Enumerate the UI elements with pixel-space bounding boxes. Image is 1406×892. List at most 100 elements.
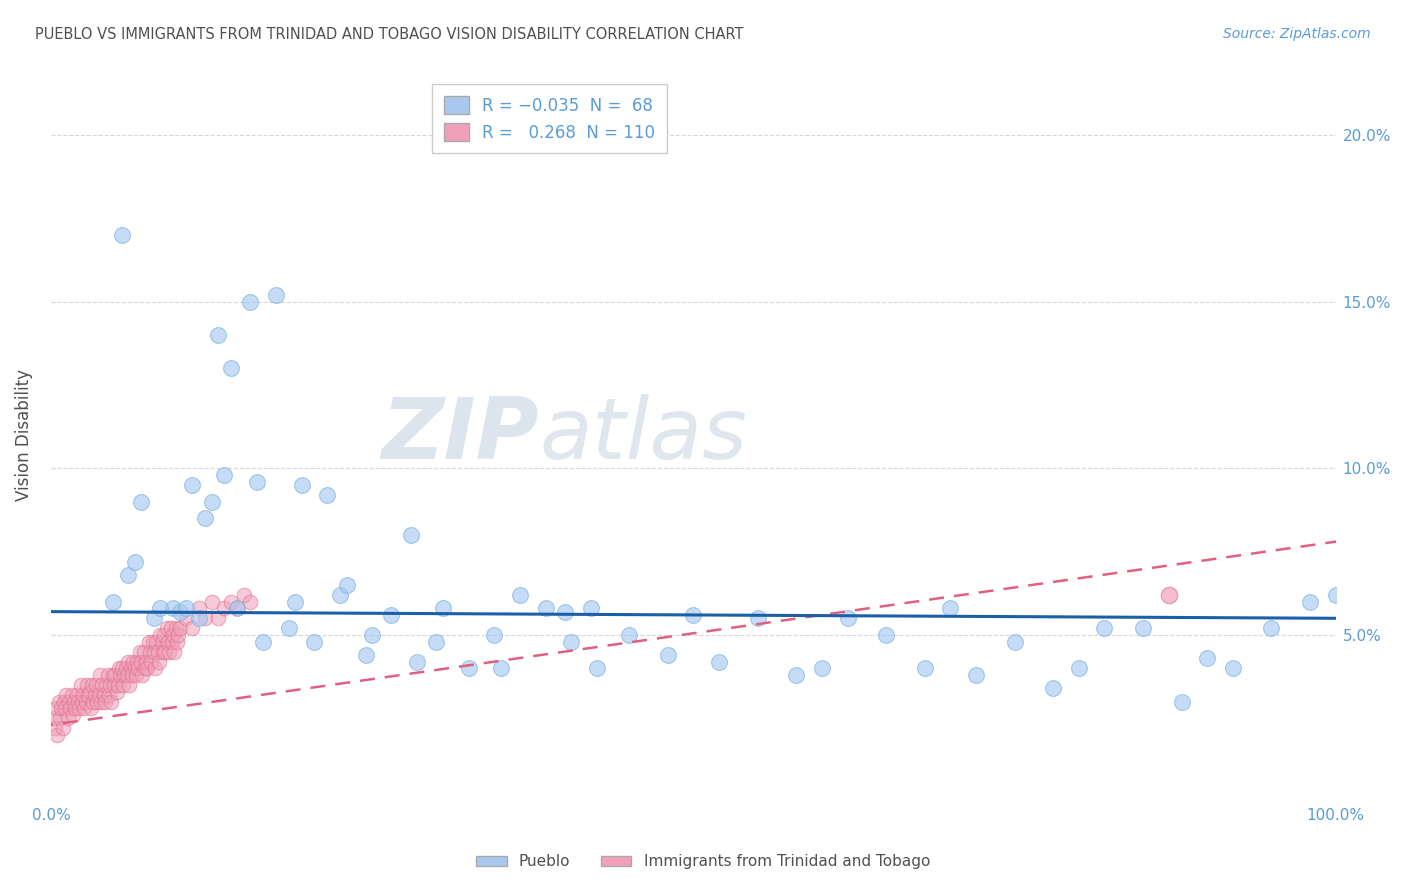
Point [201,594,224,608]
Point [159,621,181,635]
Point [72,688,94,702]
Point [148,655,170,669]
Point [84,678,107,692]
Point [100,695,122,709]
Point [82,678,104,692]
Point [617,628,640,642]
Point [87,688,110,702]
Point [58,695,80,709]
Point [239,294,262,309]
Point [86,695,108,709]
Point [44,721,66,735]
Point [939,601,962,615]
Legend: Pueblo, Immigrants from Trinidad and Tobago: Pueblo, Immigrants from Trinidad and Tob… [470,848,936,875]
Point [226,601,249,615]
Point [135,655,157,669]
Point [90,695,112,709]
Point [129,655,152,669]
Point [457,661,479,675]
Point [76,678,98,692]
Text: Source: ZipAtlas.com: Source: ZipAtlas.com [1223,27,1371,41]
Point [207,328,229,343]
Point [66,688,89,702]
Point [49,711,72,725]
Point [139,644,162,658]
Point [329,588,352,602]
Point [77,688,100,702]
Point [194,511,217,525]
Point [156,634,179,648]
Point [290,478,312,492]
Point [1067,661,1090,675]
Point [124,555,146,569]
Point [214,601,236,615]
Point [181,621,204,635]
Point [75,695,97,709]
Point [1094,621,1116,635]
Point [143,661,166,675]
Text: PUEBLO VS IMMIGRANTS FROM TRINIDAD AND TOBAGO VISION DISABILITY CORRELATION CHAR: PUEBLO VS IMMIGRANTS FROM TRINIDAD AND T… [35,27,744,42]
Text: ZIP: ZIP [381,393,540,476]
Point [219,361,242,376]
Point [914,661,936,675]
Point [55,688,77,702]
Point [174,601,197,615]
Point [187,611,209,625]
Point [91,678,114,692]
Point [1260,621,1282,635]
Point [194,611,217,625]
Point [51,701,73,715]
Point [219,594,242,608]
Point [46,728,69,742]
Point [103,678,125,692]
Point [67,701,90,715]
Point [747,611,769,625]
Point [425,634,447,648]
Point [96,678,118,692]
Point [132,644,155,658]
Point [1132,621,1154,635]
Point [252,634,274,648]
Point [114,661,136,675]
Point [80,701,103,715]
Point [101,668,124,682]
Point [207,611,229,625]
Point [201,494,224,508]
Point [163,644,186,658]
Point [117,568,139,582]
Point [1004,634,1026,648]
Point [1222,661,1244,675]
Point [169,605,191,619]
Point [97,668,120,682]
Point [149,628,172,642]
Point [304,634,326,648]
Point [277,621,299,635]
Point [239,594,262,608]
Point [1170,695,1192,709]
Point [56,711,79,725]
Point [174,611,197,625]
Point [83,688,105,702]
Point [316,488,339,502]
Point [59,701,82,715]
Point [361,628,384,642]
Point [160,634,183,648]
Point [79,684,101,698]
Point [101,594,124,608]
Point [146,644,169,658]
Point [142,611,165,625]
Point [560,634,582,648]
Point [134,661,156,675]
Point [155,644,177,658]
Point [111,661,134,675]
Point [141,634,163,648]
Point [111,678,134,692]
Point [122,655,145,669]
Point [62,707,84,722]
Point [120,661,142,675]
Point [45,701,67,715]
Point [965,668,987,682]
Point [152,644,174,658]
Point [484,628,506,642]
Point [107,678,129,692]
